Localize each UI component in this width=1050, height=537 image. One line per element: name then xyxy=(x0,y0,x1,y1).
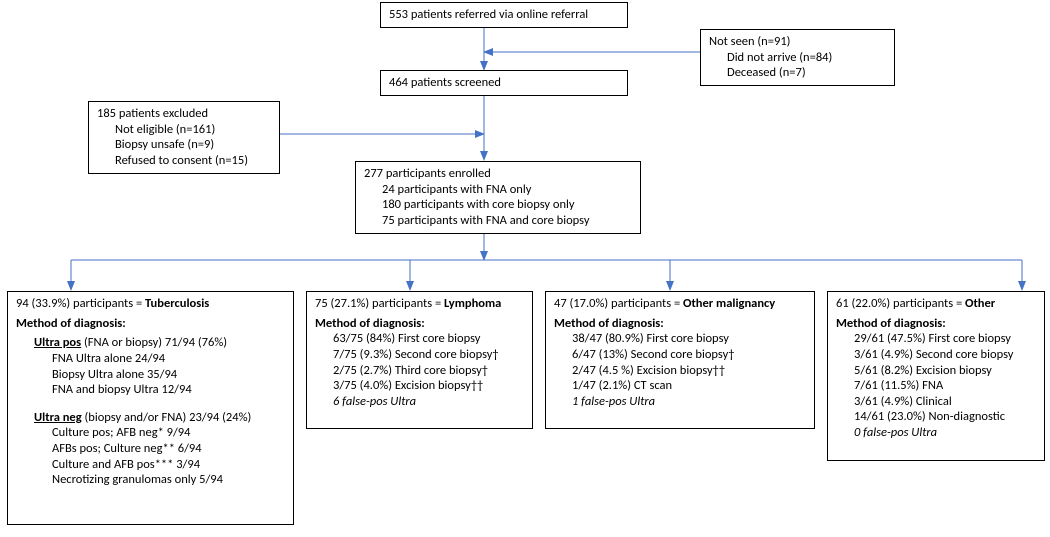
node-other-malignancy: 47 (17.0%) participants = Other malignan… xyxy=(545,291,815,429)
excluded-l1: Not eligible (n=161) xyxy=(115,122,271,138)
referred-text: 553 patients referred via online referra… xyxy=(389,7,619,23)
other-mal-method-label: Method of diagnosis: xyxy=(554,316,806,332)
other-mal-header: 47 (17.0%) participants = Other malignan… xyxy=(554,296,806,312)
tb-uneg-l4: Necrotizing granulomas only 5/94 xyxy=(52,472,285,488)
node-referred: 553 patients referred via online referra… xyxy=(380,2,628,28)
node-lymphoma: 75 (27.1%) participants = Lymphoma Metho… xyxy=(306,291,533,429)
tb-uneg-l3: Culture and AFB pos*** 3/94 xyxy=(52,457,285,473)
other-fp: 0 false-pos Ultra xyxy=(854,425,1036,441)
node-enrolled: 277 participants enrolled 24 participant… xyxy=(355,161,641,234)
lymphoma-header: 75 (27.1%) participants = Lymphoma xyxy=(315,296,524,312)
not-seen-title: Not seen (n=91) xyxy=(709,34,886,50)
lymphoma-method-label: Method of diagnosis: xyxy=(315,316,524,332)
screened-text: 464 patients screened xyxy=(389,75,619,91)
enrolled-l1: 24 participants with FNA only xyxy=(382,182,632,198)
lymphoma-l4: 3/75 (4.0%) Excision biopsy†† xyxy=(333,378,524,394)
enrolled-l3: 75 participants with FNA and core biopsy xyxy=(382,213,632,229)
lymphoma-fp: 6 false-pos Ultra xyxy=(333,394,524,410)
other-l3: 5/61 (8.2%) Excision biopsy xyxy=(854,363,1036,379)
node-screened: 464 patients screened xyxy=(380,70,628,96)
tb-upos-l1: FNA Ultra alone 24/94 xyxy=(52,351,285,367)
excluded-title: 185 patients excluded xyxy=(97,106,271,122)
tb-method-label: Method of diagnosis: xyxy=(16,316,285,332)
other-header: 61 (22.0%) participants = Other xyxy=(836,296,1036,312)
node-excluded: 185 patients excluded Not eligible (n=16… xyxy=(88,101,280,174)
lymphoma-l2: 7/75 (9.3%) Second core biopsy† xyxy=(333,347,524,363)
other-mal-l4: 1/47 (2.1%) CT scan xyxy=(572,378,806,394)
other-mal-l3: 2/47 (4.5 %) Excision biopsy†† xyxy=(572,363,806,379)
other-method-label: Method of diagnosis: xyxy=(836,316,1036,332)
other-l5: 3/61 (4.9%) Clinical xyxy=(854,394,1036,410)
excluded-l2: Biopsy unsafe (n=9) xyxy=(115,137,271,153)
tb-uneg-l1: Culture pos; AFB neg* 9/94 xyxy=(52,425,285,441)
other-mal-fp: 1 false-pos Ultra xyxy=(572,394,806,410)
other-l1: 29/61 (47.5%) First core biopsy xyxy=(854,331,1036,347)
node-other: 61 (22.0%) participants = Other Method o… xyxy=(827,291,1045,461)
lymphoma-l1: 63/75 (84%) First core biopsy xyxy=(333,331,524,347)
tb-header: 94 (33.9%) participants = Tuberculosis xyxy=(16,296,285,312)
tb-upos: Ultra pos (FNA or biopsy) 71/94 (76%) xyxy=(34,335,285,351)
tb-upos-l2: Biopsy Ultra alone 35/94 xyxy=(52,367,285,383)
other-mal-l1: 38/47 (80.9%) First core biopsy xyxy=(572,331,806,347)
not-seen-l1: Did not arrive (n=84) xyxy=(727,50,886,66)
lymphoma-l3: 2/75 (2.7%) Third core biopsy† xyxy=(333,363,524,379)
enrolled-l2: 180 participants with core biopsy only xyxy=(382,197,632,213)
tb-upos-l3: FNA and biopsy Ultra 12/94 xyxy=(52,382,285,398)
other-l4: 7/61 (11.5%) FNA xyxy=(854,378,1036,394)
tb-uneg: Ultra neg (biopsy and/or FNA) 23/94 (24%… xyxy=(34,410,285,426)
enrolled-title: 277 participants enrolled xyxy=(364,166,632,182)
other-l6: 14/61 (23.0%) Non-diagnostic xyxy=(854,409,1036,425)
node-not-seen: Not seen (n=91) Did not arrive (n=84) De… xyxy=(700,29,895,86)
other-l2: 3/61 (4.9%) Second core biopsy xyxy=(854,347,1036,363)
node-tuberculosis: 94 (33.9%) participants = Tuberculosis M… xyxy=(7,291,294,525)
tb-uneg-l2: AFBs pos; Culture neg** 6/94 xyxy=(52,441,285,457)
excluded-l3: Refused to consent (n=15) xyxy=(115,153,271,169)
not-seen-l2: Deceased (n=7) xyxy=(727,65,886,81)
other-mal-l2: 6/47 (13%) Second core biopsy† xyxy=(572,347,806,363)
